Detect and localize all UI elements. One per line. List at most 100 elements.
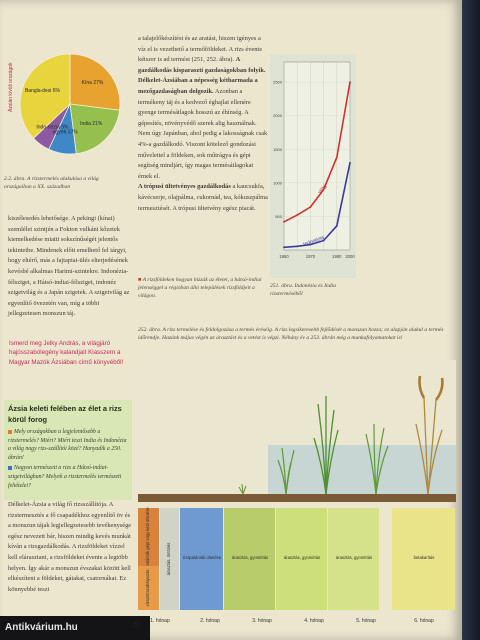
y-tick-label: 2000 — [273, 113, 283, 118]
series-point — [322, 188, 325, 191]
stage-label: vízszintszabályozás — [145, 569, 150, 606]
series-line — [283, 82, 351, 223]
line-chart: 1950 1970 1990 2000 500 1000 1500 2000 2500 világ… — [270, 54, 356, 278]
book-page: Kína 27% India 21% egyéb 37% Indo-nézia 9% B… — [0, 0, 462, 640]
month-label: 2. hónap — [200, 618, 220, 624]
bullet-orange — [8, 429, 12, 434]
pie-slice-label: India 21% — [80, 121, 103, 127]
pie-chart-svg: Kína 27% India 21%egyéb 37%Indo-nézia 9% B… — [7, 53, 121, 155]
y-tick-label: 500 — [275, 214, 282, 219]
series-point — [309, 206, 312, 208]
page-number: 21 — [132, 620, 140, 629]
pie-slice — [19, 53, 71, 139]
month-label: 1. hónap — [150, 618, 170, 624]
pie-slice — [69, 103, 121, 155]
stage-label: palánták gépi vagy kézi ültetése — [145, 507, 150, 567]
stage-block — [224, 508, 275, 610]
month-label: 4. hónap — [304, 618, 324, 624]
watermark-footer: Antikvárium.hu — [0, 616, 150, 640]
month-label: 6. hónap — [414, 618, 434, 624]
stage-label: árasztás, gyomirtás — [284, 555, 320, 560]
rice-growth-svg: palánták gépi vagy kézi ültetése vízszint… — [138, 360, 456, 624]
middle-caption-text: A rizsföldeken hogyan bízzák az életet, … — [138, 277, 262, 299]
series-point — [335, 224, 338, 227]
stage-label: árasztás, öntözés — [166, 543, 171, 576]
pie-slices — [19, 53, 121, 155]
stage-block — [138, 508, 159, 566]
question-2: Nagyon természeti a rizs a Hátsó-indiai-… — [8, 464, 128, 490]
stage-bars: palánták gépi vagy kézi ültetése vízszint… — [138, 507, 455, 610]
middle-p3: Azonban a termékeny táj és a kedvező égh… — [138, 87, 268, 180]
left-paragraph: kiszélesedés lehetősége. A pekingi (kína… — [8, 215, 130, 318]
figure-caption: 252. ábra. A rizs termelése és feldolgoz… — [138, 327, 444, 341]
series-point — [296, 214, 299, 216]
line-chart-svg: 1950 1970 1990 20005001000150020002500világ… — [273, 61, 355, 259]
series-point — [349, 161, 351, 164]
pink-tip-text: Ismerd meg Jelky András, a világjáró haj… — [9, 340, 124, 366]
series-point — [309, 243, 312, 246]
pink-tip-box: Ismerd meg Jelky András, a világjáró haj… — [6, 336, 130, 370]
rice-plant-ripe — [415, 375, 444, 495]
middle-column: a talajelőkészítést és az aratást, hisze… — [138, 34, 268, 214]
pie-side-label: Ázsián kívüli országok — [7, 62, 14, 112]
pie-chart: Kína 27% India 21% egyéb 37% Indo-nézia 9% B… — [4, 32, 132, 172]
pie-slice-label: Indo-nézia 9% — [36, 124, 69, 130]
stage-block — [276, 508, 327, 610]
stage-block — [138, 566, 159, 610]
middle-p1: a talajelőkészítést és az aratást, hisze… — [138, 35, 263, 64]
y-tick-label: 1000 — [273, 180, 283, 185]
book-binding — [462, 0, 480, 640]
stage-block — [328, 508, 379, 610]
series-point — [296, 245, 299, 248]
series-point — [322, 239, 325, 242]
bullet-blue — [8, 466, 12, 471]
stage-block — [180, 508, 223, 610]
pie-slice — [69, 53, 121, 111]
question-1: Mely országokban a legjelentősebb a rizs… — [8, 428, 128, 462]
x-tick-label: 2000 — [345, 254, 355, 259]
stage-block — [392, 508, 455, 610]
y-tick-label: 2500 — [273, 80, 283, 85]
series-point — [283, 246, 285, 249]
rice-plant-flowering — [365, 423, 389, 495]
series-point — [335, 156, 338, 159]
watermark-text: Antikvárium.hu — [5, 622, 78, 633]
x-tick-label: 1990 — [332, 254, 342, 259]
question-1-text: Mely országokban a legjelentősebb a rizs… — [8, 429, 127, 461]
x-tick-label: 1950 — [279, 254, 289, 259]
pie-slice-label: egyéb 37% — [53, 130, 79, 136]
caption-marker: ■ — [138, 277, 143, 283]
rice-growth-figure: palánták gépi vagy kézi ültetése vízszint… — [138, 360, 456, 630]
x-tick-label: 1970 — [306, 254, 316, 259]
stage-label: rizspalánták ültetése — [183, 555, 222, 560]
rice-plant-young — [277, 447, 295, 495]
month-labels: 1. hónap 2. hónap 3. hónap 4. hónap 5. hónap… — [150, 618, 434, 624]
stage-label: betakarítás — [414, 555, 435, 560]
series-point — [349, 81, 351, 84]
pie-slice-label: Bangla-desi 6% — [25, 88, 61, 94]
series-point — [283, 220, 285, 223]
pie-slice-label: Kína 27% — [82, 80, 104, 86]
plot-area — [283, 61, 351, 251]
question-2-text: Nagyon természeti a rizs a Hátsó-indiai-… — [8, 465, 122, 489]
month-label: 3. hónap — [252, 618, 272, 624]
month-label: 5. hónap — [356, 618, 376, 624]
soil-strip — [138, 494, 456, 502]
stage-block — [160, 508, 179, 610]
stage-label: árasztás, gyomirtás — [336, 555, 372, 560]
rice-plant-medium — [313, 396, 339, 495]
question-box-title: Ázsia keleti felében az élet a rizs körü… — [8, 404, 122, 424]
y-tick-label: 1500 — [273, 147, 283, 152]
seedling-small — [238, 483, 247, 495]
series-line — [283, 162, 351, 249]
question-box: Ázsia keleti felében az élet a rizs körü… — [4, 400, 132, 500]
stage-label: árasztás, gyomirtás — [232, 555, 268, 560]
pie-caption: 2.2. ábra. A rizstermelés alakulása a vi… — [4, 176, 99, 190]
series-label-red: világ — [317, 183, 328, 195]
line-chart-caption: 251. ábra. Indonézia és India rizstermés… — [270, 283, 336, 297]
middle-p2: A gazdálkodás kisparaszti gazdaságokban … — [138, 56, 266, 95]
pie-labels: Kína 27% India 21%egyéb 37%Indo-nézia 9% B… — [25, 80, 104, 135]
middle-p4: A trópusi ültetvényes gazdálkodás — [138, 183, 231, 191]
middle-caption: ■ A rizsföldeken hogyan bízzák az életet… — [138, 276, 264, 300]
middle-p5: a kaucsukfa, kávécserje, olajpálma, cuko… — [138, 183, 268, 212]
